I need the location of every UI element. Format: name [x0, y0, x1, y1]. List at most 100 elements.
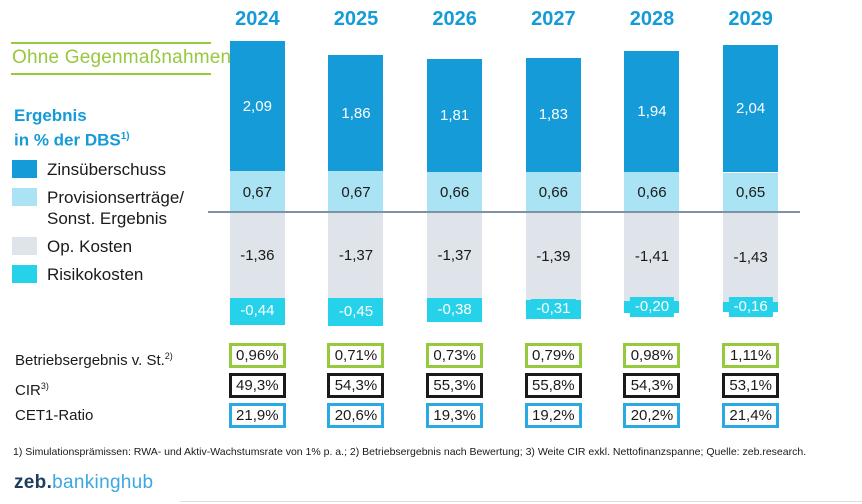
bar-segment-risikokosten-2025: -0,45	[328, 298, 384, 327]
metric-box-cet1-ratio-2024: 21,9%	[228, 403, 286, 428]
metric-box-betriebsergebnis-2029: 1,11%	[722, 343, 780, 368]
bar-value-label: -1,36	[240, 246, 275, 264]
brand-logo: zeb.bankinghub	[14, 472, 153, 494]
bar-segment-op-kosten-2027: -1,39	[525, 213, 581, 300]
bar-value-label: 1,94	[637, 102, 667, 120]
footnote: 1) Simulationsprämissen: RWA- und Aktiv-…	[13, 446, 807, 458]
metric-label-betriebsergebnis: Betriebsergebnis v. St.2)	[15, 351, 173, 369]
metric-label-cir: CIR3)	[15, 381, 49, 399]
metric-label-superscript: 2)	[164, 351, 173, 361]
legend-label-risikokosten: Risikokosten	[47, 265, 144, 284]
bar-value-label: -1,43	[733, 249, 768, 267]
bar-segment-zins-berschuss-2029: 2,04	[723, 45, 779, 173]
logo-zeb: zeb.	[14, 472, 53, 493]
metric-label-superscript: 3)	[40, 381, 49, 391]
bottom-divider	[180, 501, 862, 502]
bar-segment-op-kosten-2025: -1,37	[328, 213, 384, 299]
metric-box-cet1-ratio-2026: 19,3%	[426, 403, 484, 428]
bar-value-label: -1,39	[536, 247, 571, 265]
bar-segment-zins-berschuss-2028: 1,94	[624, 51, 680, 172]
metric-box-cet1-ratio-2028: 20,2%	[623, 403, 681, 428]
year-label-2029: 2029	[728, 8, 773, 30]
bar-value-label: 0,66	[538, 183, 568, 201]
bar-value-label: 0,66	[440, 183, 470, 201]
risikokosten-value-badge: -0,31	[531, 299, 576, 320]
bar-value-label: 0,65	[736, 184, 766, 202]
metric-box-betriebsergebnis-2027: 0,79%	[524, 343, 582, 368]
metric-box-cir-2027: 55,8%	[524, 373, 582, 398]
metric-box-cir-2025: 54,3%	[327, 373, 385, 398]
year-label-2024: 2024	[235, 8, 280, 30]
bar-value-label: -1,37	[338, 247, 374, 265]
year-label-2025: 2025	[333, 8, 379, 30]
bar-segment-zins-berschuss-2026: 1,81	[427, 59, 483, 172]
bar-value-label: 2,09	[242, 97, 272, 115]
risikokosten-value-badge: -0,45	[333, 302, 379, 323]
logo-bankinghub: bankinghub	[52, 472, 154, 493]
risikokosten-swatch-icon	[12, 265, 37, 283]
chart-column-2028: 2028 1,94 0,66 -1,41 -0,20 0,98% 54,3% 20,2%	[603, 0, 702, 440]
chart-title-line2: in % der DBS	[14, 130, 121, 150]
metric-box-cir-2026: 55,3%	[426, 373, 484, 398]
year-label-2026: 2026	[432, 8, 477, 30]
bar-segment-provisionsertr-ge-sonst-ergebnis-2028: 0,66	[624, 171, 680, 213]
chart-legend: Zinsüberschuss Provisionserträge/Sonst. E…	[12, 159, 212, 292]
chart-title: Ergebnis in % der DBS1)	[14, 105, 130, 151]
legend-item-risikokosten: Risikokosten	[12, 264, 212, 285]
bar-value-label: -1,37	[437, 247, 472, 265]
chart-title-superscript: 1)	[120, 131, 130, 142]
scenario-label: Ohne Gegenmaßnahmen	[12, 47, 232, 68]
chart-title-line1: Ergebnis	[14, 106, 87, 125]
metric-box-betriebsergebnis-2028: 0,98%	[623, 343, 681, 368]
chart-column-2029: 2029 2,04 0,65 -1,43 -0,16 1,11% 53,1% 21,4%	[701, 0, 800, 440]
bar-segment-risikokosten-2024: -0,44	[229, 297, 285, 326]
risikokosten-value-badge: -0,44	[235, 301, 280, 322]
legend-item-op-kosten: Op. Kosten	[12, 236, 212, 257]
year-label-2027: 2027	[531, 8, 576, 30]
bar-segment-op-kosten-2028: -1,41	[624, 213, 680, 301]
provisionsertraege-swatch-icon	[12, 188, 37, 206]
metric-box-cet1-ratio-2027: 19,2%	[524, 403, 582, 428]
bar-value-label: 0,66	[637, 183, 667, 201]
bar-segment-provisionsertr-ge-sonst-ergebnis-2025: 0,67	[328, 171, 384, 213]
risikokosten-value-badge: -0,20	[629, 297, 675, 318]
bar-segment-risikokosten-2029: -0,16	[723, 297, 779, 318]
op-kosten-swatch-icon	[12, 237, 37, 255]
zero-axis-line	[208, 211, 800, 213]
metric-label-cet1-ratio: CET1-Ratio	[15, 407, 94, 424]
bar-segment-provisionsertr-ge-sonst-ergebnis-2029: 0,65	[723, 172, 779, 213]
stacked-bar-chart: 2024 2,09 0,67 -1,36 -0,44 0,96% 49,3% 21,9% 202…	[208, 0, 800, 440]
bar-segment-provisionsertr-ge-sonst-ergebnis-2027: 0,66	[525, 171, 581, 213]
bar-value-label: 1,81	[440, 106, 470, 124]
bar-segment-risikokosten-2026: -0,38	[427, 298, 483, 323]
legend-label-op-kosten: Op. Kosten	[47, 237, 133, 256]
legend-label-provisionsertraege: Provisionserträge/Sonst. Ergebnis	[47, 188, 185, 228]
chart-column-2024: 2024 2,09 0,67 -1,36 -0,44 0,96% 49,3% 21,9%	[208, 0, 307, 440]
scenario-badge: Ohne Gegenmaßnahmen	[11, 42, 231, 75]
risikokosten-value-badge: -0,38	[432, 300, 477, 321]
legend-item-provisionsertraege: Provisionserträge/Sonst. Ergebnis	[12, 187, 212, 229]
metric-box-cet1-ratio-2029: 21,4%	[722, 403, 780, 428]
metric-box-cir-2028: 54,3%	[623, 373, 681, 398]
metric-box-betriebsergebnis-2025: 0,71%	[327, 343, 385, 368]
bar-segment-op-kosten-2024: -1,36	[229, 213, 285, 298]
bar-value-label: 0,67	[341, 183, 371, 201]
bar-value-label: -1,41	[634, 248, 670, 266]
legend-item-zinsueberschuss: Zinsüberschuss	[12, 159, 212, 180]
bar-value-label: 2,04	[736, 100, 766, 118]
bar-segment-provisionsertr-ge-sonst-ergebnis-2026: 0,66	[427, 171, 483, 213]
metric-box-cet1-ratio-2025: 20,6%	[327, 403, 385, 428]
chart-column-2025: 2025 1,86 0,67 -1,37 -0,45 0,71% 54,3% 20,6%	[307, 0, 406, 440]
bar-value-label: 1,83	[538, 106, 568, 124]
bar-segment-op-kosten-2026: -1,37	[427, 213, 483, 299]
metric-box-betriebsergebnis-2024: 0,96%	[228, 343, 286, 368]
chart-column-2026: 2026 1,81 0,66 -1,37 -0,38 0,73% 55,3% 19,3%	[405, 0, 504, 440]
year-label-2028: 2028	[629, 8, 675, 30]
legend-label-zinsueberschuss: Zinsüberschuss	[47, 160, 167, 179]
risikokosten-value-badge: -0,16	[728, 297, 773, 318]
bar-segment-zins-berschuss-2027: 1,83	[525, 57, 581, 172]
metric-box-cir-2029: 53,1%	[722, 373, 780, 398]
chart-column-2027: 2027 1,83 0,66 -1,39 -0,31 0,79% 55,8% 19,2%	[504, 0, 603, 440]
bar-segment-risikokosten-2028: -0,20	[624, 297, 680, 318]
zinsueberschuss-swatch-icon	[12, 160, 37, 178]
